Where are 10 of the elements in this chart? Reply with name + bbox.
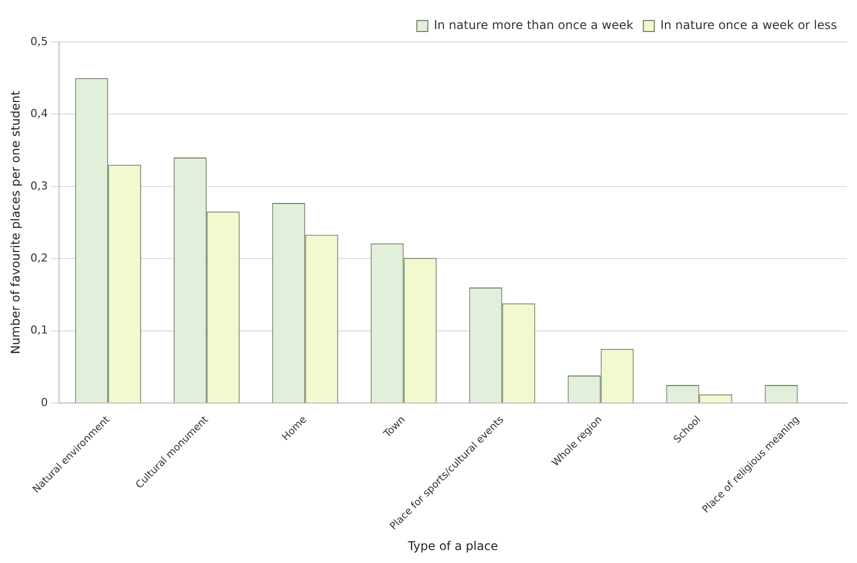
y-tick-label: 0 [40, 396, 48, 409]
x-axis-title: Type of a place [406, 538, 498, 553]
legend-label: In nature more than once a week [434, 18, 634, 32]
y-tick-label: 0,1 [30, 324, 48, 337]
y-tick-label: 0,3 [30, 179, 48, 192]
y-tick-label: 0,5 [30, 34, 48, 48]
y-tick-label: 0,2 [30, 251, 48, 264]
y-axis-title: Number of favourite places per one student [8, 90, 22, 354]
y-tick-label: 0,4 [30, 107, 48, 120]
legend-label: In nature once a week or less [660, 18, 838, 32]
